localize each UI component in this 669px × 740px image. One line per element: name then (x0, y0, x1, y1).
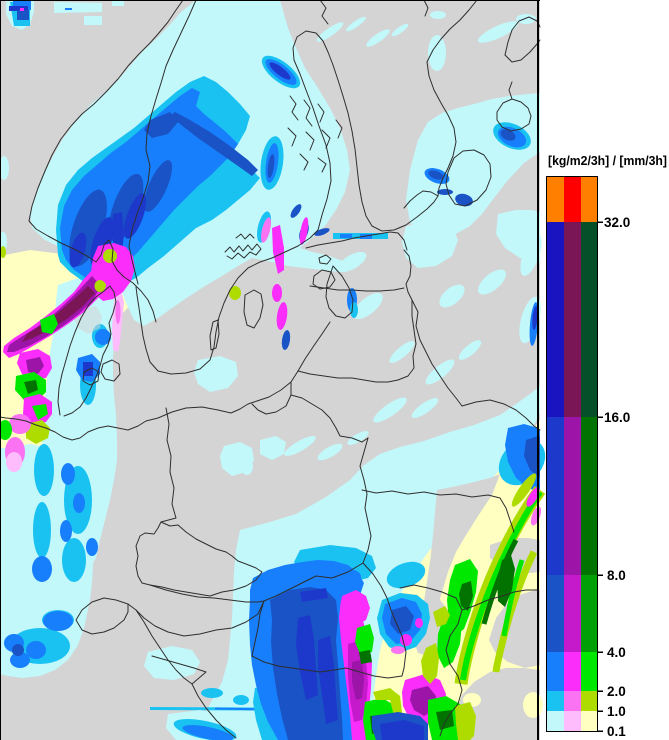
svg-text:8.0: 8.0 (607, 568, 626, 583)
svg-text:4.0: 4.0 (607, 645, 626, 660)
svg-text:2.0: 2.0 (607, 684, 626, 699)
svg-text:[kg/m2/3h] / [mm/3h]: [kg/m2/3h] / [mm/3h] (548, 153, 667, 168)
svg-text:0.1: 0.1 (607, 724, 626, 739)
svg-text:32.0: 32.0 (604, 215, 630, 230)
svg-text:16.0: 16.0 (604, 410, 630, 425)
svg-text:1.0: 1.0 (607, 704, 626, 719)
